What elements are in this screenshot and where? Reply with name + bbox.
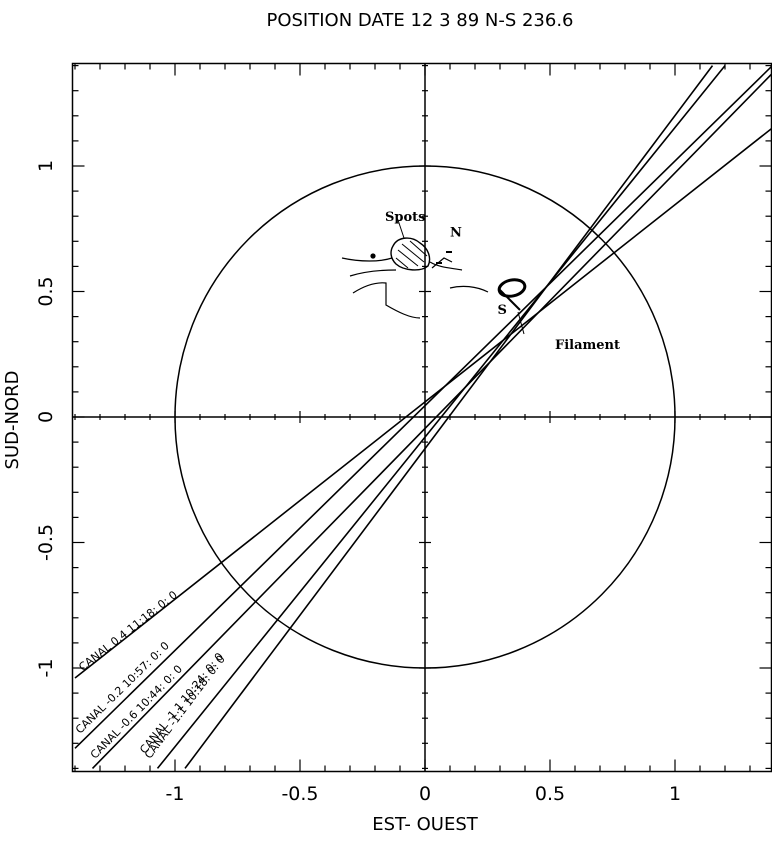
series-lines	[74, 64, 772, 769]
y-tick-label: -0.5	[35, 524, 57, 561]
y-axis-label: SUD-NORD	[2, 371, 23, 470]
filament-leader	[517, 311, 525, 335]
sunspot-outline	[341, 257, 463, 277]
sunspot-group-drawing	[390, 237, 431, 271]
feature-label: S	[498, 303, 507, 318]
filament-loop	[497, 278, 527, 298]
annotations: Spots N S Filament	[385, 210, 620, 353]
solar-features	[341, 219, 527, 335]
series-line	[74, 64, 772, 749]
series-line	[156, 65, 726, 769]
spots-leader	[397, 219, 405, 239]
tick-labels: -1 -0.5 0 0.5 1 -1 -0.5 0 0.5 1	[35, 160, 681, 805]
series-line	[184, 65, 714, 769]
series-line	[91, 72, 772, 769]
spot-dot	[370, 253, 376, 259]
plage-outline	[352, 282, 489, 319]
x-tick-label: 1	[669, 783, 681, 805]
feature-label: N	[450, 225, 462, 240]
y-tick-label: -1	[35, 659, 57, 678]
y-tick-label: 1	[35, 160, 57, 172]
y-tick-label: 0	[35, 411, 57, 423]
feature-label: Filament	[555, 338, 620, 353]
y-tick-label: 0.5	[35, 276, 57, 306]
series-line	[74, 127, 772, 679]
tick-marks	[72, 63, 772, 772]
sunspot-hatching	[395, 240, 428, 269]
x-tick-label: 0	[419, 783, 431, 805]
spot-dots-north	[436, 251, 452, 264]
x-axis-label: EST- OUEST	[372, 814, 479, 835]
filament-tail	[499, 289, 521, 311]
x-tick-label: -0.5	[281, 783, 318, 805]
x-tick-label: 0.5	[535, 783, 565, 805]
feature-label: Spots	[385, 210, 425, 225]
x-tick-label: -1	[166, 783, 185, 805]
chart-title: POSITION DATE 12 3 89 N-S 236.6	[266, 10, 573, 31]
